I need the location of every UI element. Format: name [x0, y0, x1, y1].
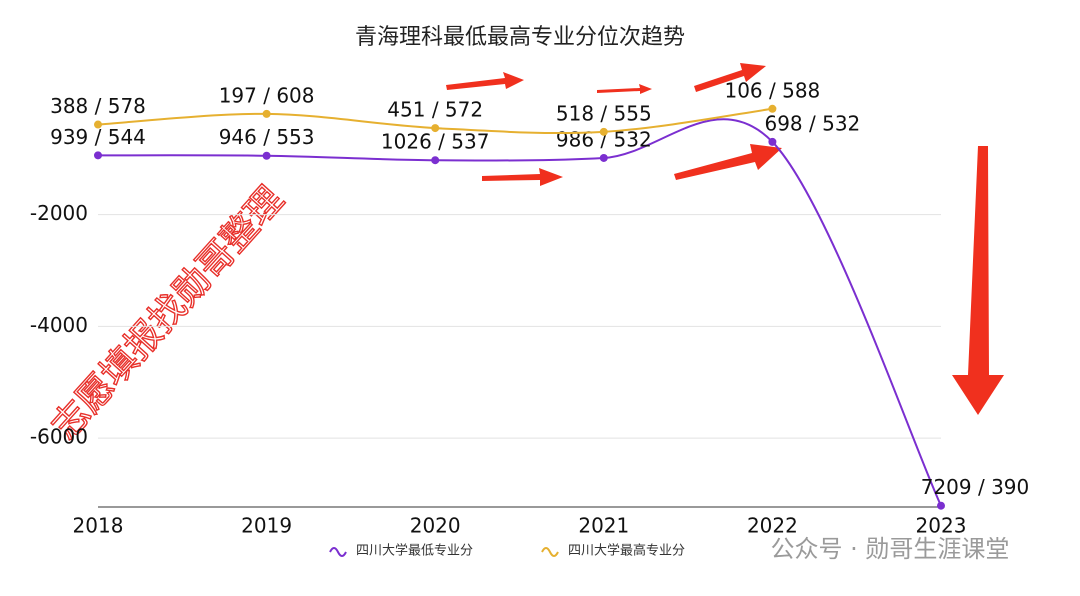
data-label: 946 / 553 — [219, 125, 315, 149]
data-point — [768, 137, 777, 146]
data-point — [768, 104, 777, 113]
data-point — [431, 124, 440, 133]
arrow — [597, 84, 652, 94]
data-point — [937, 501, 945, 510]
arrow — [674, 144, 782, 180]
data-label: 939 / 544 — [50, 125, 146, 149]
y-tick-label: -4000 — [30, 313, 88, 337]
x-tick-label: 2018 — [73, 514, 124, 538]
data-point — [262, 151, 271, 160]
arrow — [482, 168, 563, 186]
x-tick-label: 2022 — [747, 514, 798, 538]
legend-label: 四川大学最高专业分 — [568, 543, 685, 559]
legend-swatch — [329, 547, 347, 557]
data-label: 451 / 572 — [387, 98, 483, 122]
data-label: 106 / 588 — [724, 78, 820, 102]
data-label: 698 / 532 — [764, 111, 860, 135]
data-point — [431, 156, 440, 165]
arrow — [694, 63, 766, 92]
data-label: 518 / 555 — [556, 101, 652, 125]
data-label: 7209 / 390 — [921, 475, 1030, 499]
data-label: 1026 / 537 — [381, 130, 490, 154]
chart-title: 青海理科最低最高专业分位次趋势 — [355, 25, 685, 50]
x-tick-label: 2020 — [410, 514, 461, 538]
data-point — [94, 120, 102, 129]
x-tick-label: 2021 — [578, 514, 629, 538]
legend-label: 四川大学最低专业分 — [356, 543, 473, 559]
data-label: 197 / 608 — [219, 83, 315, 107]
data-point — [599, 153, 608, 162]
data-label: 388 / 578 — [50, 94, 146, 118]
x-tick-label: 2023 — [916, 514, 967, 538]
y-tick-label: -2000 — [30, 201, 88, 225]
legend-swatch — [541, 547, 559, 557]
data-point — [599, 127, 608, 136]
y-tick-label: -6000 — [30, 425, 88, 449]
watermark: 公众号 · 勋哥生涯课堂 — [771, 535, 1010, 563]
arrow — [446, 72, 524, 90]
data-point — [262, 109, 271, 118]
data-point — [94, 151, 102, 160]
x-tick-label: 2019 — [241, 514, 292, 538]
arrows — [446, 63, 1004, 415]
arrow — [952, 146, 1004, 415]
